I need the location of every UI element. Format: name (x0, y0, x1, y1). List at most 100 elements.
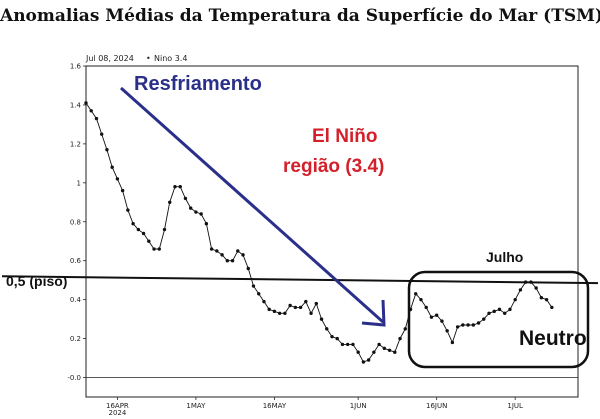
data-point (173, 185, 177, 189)
data-point (152, 247, 156, 251)
data-point (403, 327, 407, 331)
data-point (544, 297, 549, 302)
floor-reference-line (1, 275, 599, 285)
data-point (105, 148, 109, 152)
data-point (492, 309, 496, 314)
data-point (508, 307, 512, 312)
data-point (414, 292, 418, 296)
data-point (84, 101, 88, 105)
data-point (346, 342, 350, 347)
data-point (283, 311, 287, 315)
floor-label: 0,5 (piso) (6, 273, 67, 289)
data-point (539, 296, 544, 300)
data-point (194, 210, 198, 214)
elnino-label-line2: região (3.4) (283, 156, 384, 177)
series-points (84, 101, 554, 364)
july-label: Julho (486, 249, 523, 265)
data-point (529, 280, 533, 284)
y-tick-label: 0.6 (70, 257, 82, 265)
data-point (361, 360, 366, 364)
data-point (157, 247, 161, 251)
data-point (272, 309, 277, 314)
data-point (126, 208, 130, 212)
data-point (398, 336, 402, 341)
data-point (262, 299, 266, 304)
data-point (429, 315, 434, 319)
data-point (251, 284, 256, 288)
x-tick-label: 1JUL (507, 402, 523, 410)
data-point (325, 327, 329, 331)
y-tick-label: 0.8 (70, 218, 81, 226)
data-point (372, 350, 376, 354)
page-title: Anomalias Médias da Temperatura da Super… (0, 6, 600, 26)
x-tick-label: 16JUN (426, 402, 447, 410)
y-tick-label: 1 (77, 179, 81, 187)
data-point (419, 297, 423, 302)
y-axis: -0.0 0.2 0.4 0.6 0.8 1 1.2 1.4 1.6 (67, 63, 86, 382)
data-point (382, 346, 387, 351)
data-point (298, 305, 303, 310)
data-point (314, 301, 318, 306)
data-point (440, 319, 444, 323)
cooling-arrow (120, 86, 384, 324)
data-point (94, 116, 99, 121)
data-point (393, 350, 397, 354)
data-point (340, 342, 345, 347)
data-point (246, 266, 250, 271)
data-point (178, 185, 182, 189)
data-point (487, 311, 491, 315)
cooling-label: Resfriamento (134, 73, 262, 95)
data-point (168, 200, 172, 204)
data-point (199, 212, 203, 216)
data-point (309, 311, 313, 315)
data-point (434, 313, 439, 317)
plot-frame (85, 65, 579, 398)
chart-header-date: Jul 08, 2024 (85, 54, 134, 63)
y-tick-label: -0.0 (67, 374, 81, 382)
data-point (236, 249, 240, 253)
y-tick-label: 0.4 (70, 296, 82, 304)
data-point (503, 311, 507, 315)
data-point (518, 288, 523, 292)
data-point (534, 286, 538, 290)
data-point (319, 317, 324, 321)
data-point (293, 305, 298, 310)
data-point (141, 231, 146, 236)
x-tick-label: 16MAY (263, 402, 287, 410)
data-point (131, 222, 135, 226)
neutral-box (407, 270, 590, 369)
data-point (351, 342, 355, 347)
data-point (288, 303, 292, 308)
data-point (482, 317, 486, 321)
data-point (89, 109, 93, 113)
data-point (225, 259, 230, 263)
data-point (277, 311, 282, 315)
chart-header-bullet: • (146, 54, 151, 63)
data-point (100, 132, 104, 136)
y-tick-label: 1.6 (70, 63, 82, 71)
data-point (204, 222, 209, 226)
data-point (209, 247, 214, 251)
x-tick-label: 16APR (106, 402, 129, 410)
data-point (115, 177, 120, 181)
data-point (461, 323, 465, 327)
data-point (230, 259, 235, 263)
data-point (220, 253, 224, 257)
neutral-label: Neutro (519, 327, 587, 350)
data-point (147, 239, 151, 243)
x-tick-sublabel: 2024 (108, 409, 126, 417)
y-tick-label: 0.2 (70, 335, 81, 343)
y-tick-label: 1.4 (70, 101, 82, 109)
data-point (550, 305, 554, 310)
data-point (497, 307, 502, 312)
data-point (377, 342, 381, 347)
data-point (455, 325, 460, 329)
data-point (267, 307, 271, 312)
data-point (356, 350, 360, 354)
chart-header-region: Nino 3.4 (154, 54, 187, 63)
elnino-label-line1: El Niño (312, 126, 377, 147)
data-point (335, 336, 339, 341)
data-point (215, 249, 219, 253)
data-point (387, 348, 392, 352)
